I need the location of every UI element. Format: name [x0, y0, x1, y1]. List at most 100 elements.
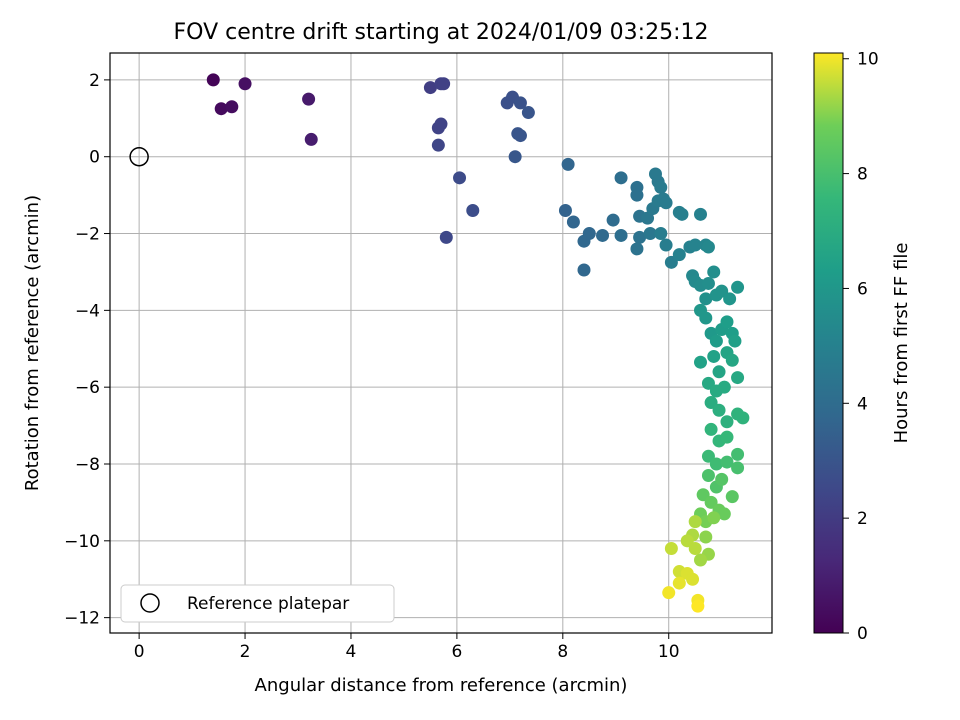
data-point	[717, 380, 731, 394]
data-point	[694, 355, 708, 369]
data-point	[466, 203, 480, 217]
data-point	[633, 230, 647, 244]
data-point	[712, 365, 726, 379]
x-tick-label: 10	[658, 642, 680, 662]
data-point	[453, 171, 467, 185]
data-point	[558, 203, 572, 217]
data-point	[707, 265, 721, 279]
data-point	[725, 490, 739, 504]
chart-title: FOV centre drift starting at 2024/01/09 …	[174, 20, 709, 45]
colorbar-label: Hours from first FF file	[891, 243, 912, 444]
data-point	[566, 215, 580, 229]
data-point	[725, 353, 739, 367]
data-point	[654, 180, 668, 194]
data-point	[423, 81, 437, 95]
data-point	[434, 117, 448, 131]
x-axis-label: Angular distance from reference (arcmin)	[255, 675, 628, 696]
data-point	[659, 196, 673, 210]
data-point	[614, 171, 628, 185]
data-point	[606, 213, 620, 227]
colorbar-tick-label: 0	[857, 624, 868, 644]
colorbar-ticks: 0 2 4 6 8 10	[843, 50, 879, 644]
legend-box	[120, 584, 395, 623]
y-tick-label: 0	[89, 148, 100, 168]
data-point	[513, 96, 527, 110]
data-point	[720, 430, 734, 444]
data-point	[720, 315, 734, 329]
data-point	[688, 238, 702, 252]
data-point	[701, 469, 715, 483]
data-point	[688, 541, 702, 555]
y-axis-ticks: 2 0 −2 −4 −6 −8 −10 −12	[64, 71, 110, 629]
data-point	[672, 248, 686, 262]
data-point	[709, 457, 723, 471]
colorbar-tick-label: 8	[857, 165, 868, 185]
data-point	[439, 230, 453, 244]
data-point	[699, 311, 713, 325]
data-point	[672, 576, 686, 590]
data-point	[709, 334, 723, 348]
data-point	[707, 349, 721, 363]
data-point	[699, 530, 713, 544]
data-point	[736, 411, 750, 425]
data-point	[701, 276, 715, 290]
plot-frame	[109, 52, 773, 634]
data-point	[662, 586, 676, 600]
data-point	[694, 553, 708, 567]
legend-marker	[140, 593, 160, 613]
y-tick-label: −4	[75, 301, 100, 321]
data-point	[643, 227, 657, 241]
data-point	[686, 572, 700, 586]
data-point	[630, 188, 644, 202]
data-point	[731, 371, 745, 385]
data-point	[720, 415, 734, 429]
colorbar-tick-label: 6	[857, 279, 868, 299]
data-point	[431, 138, 445, 152]
reference-platepar-marker	[129, 146, 149, 167]
data-point	[659, 238, 673, 252]
x-tick-label: 0	[134, 642, 145, 662]
colorbar-tick-label: 2	[857, 509, 868, 529]
data-point	[614, 228, 628, 242]
data-point	[582, 227, 596, 241]
y-tick-label: −8	[75, 455, 100, 475]
y-tick-label: −6	[75, 378, 100, 398]
data-point	[513, 129, 527, 143]
x-tick-label: 2	[240, 642, 251, 662]
data-point	[701, 240, 715, 254]
y-tick-label: −10	[64, 532, 100, 552]
data-point	[715, 472, 729, 486]
x-tick-label: 8	[557, 642, 568, 662]
data-point	[521, 106, 535, 120]
data-point	[694, 207, 708, 221]
gridlines	[110, 53, 772, 633]
data-point	[707, 511, 721, 525]
y-tick-label: −12	[64, 609, 100, 629]
data-point	[238, 77, 252, 91]
data-point	[675, 207, 689, 221]
colorbar-gradient	[813, 52, 844, 634]
legend-label: Reference platepar	[187, 594, 349, 614]
x-tick-label: 4	[346, 642, 357, 662]
data-point	[688, 515, 702, 529]
colorbar: 0 2 4 6 8 10 Hours from first FF file	[813, 50, 912, 644]
data-point	[225, 100, 239, 114]
data-point	[728, 334, 742, 348]
data-point	[731, 461, 745, 475]
data-point	[723, 292, 737, 306]
data-point	[437, 77, 451, 91]
y-tick-label: −2	[75, 225, 100, 245]
colorbar-tick-label: 10	[857, 50, 879, 70]
y-tick-label: 2	[89, 71, 100, 91]
data-point	[630, 242, 644, 256]
data-point	[704, 422, 718, 436]
data-point	[641, 211, 655, 225]
data-point	[691, 599, 705, 613]
x-tick-label: 6	[451, 642, 462, 662]
data-point	[712, 403, 726, 417]
data-point	[717, 507, 731, 521]
data-point	[731, 447, 745, 461]
data-point	[654, 227, 668, 241]
data-point	[206, 73, 220, 87]
